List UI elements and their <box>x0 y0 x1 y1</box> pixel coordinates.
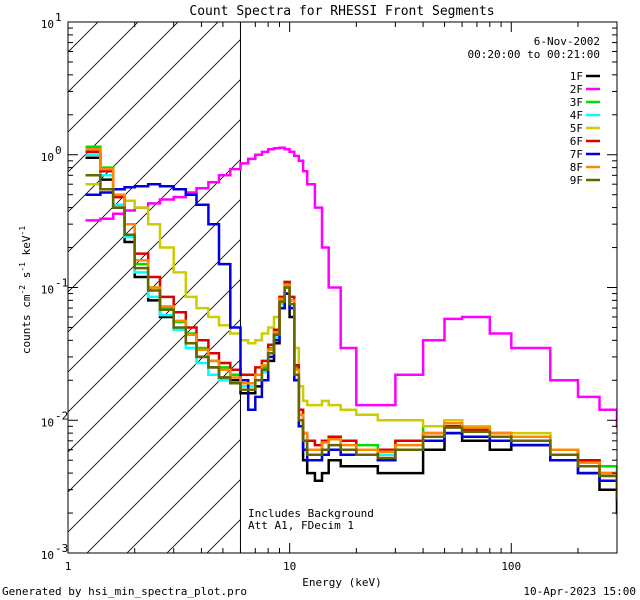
legend-label-7f: 7F <box>570 148 583 161</box>
legend-label-8f: 8F <box>570 161 583 174</box>
generated-by-label: Generated by hsi_min_spectra_plot.pro <box>2 585 247 598</box>
y-tick-label: 10 <box>41 549 54 562</box>
legend-label-6f: 6F <box>570 135 583 148</box>
y-tick-label-exponent: -2 <box>55 409 68 422</box>
series-line-9f <box>85 174 617 500</box>
time-range-label: 00:20:00 to 00:21:00 <box>468 48 600 61</box>
y-tick-label: 10 <box>41 18 54 31</box>
annotation-background: Includes Background <box>248 507 374 520</box>
timestamp-label: 10-Apr-2023 15:00 <box>523 585 636 598</box>
y-tick-label-exponent: 1 <box>55 11 62 24</box>
annotation-attenuator: Att A1, FDecim 1 <box>248 519 354 532</box>
legend-label-3f: 3F <box>570 96 583 109</box>
date-label: 6-Nov-2002 <box>534 35 600 48</box>
legend-label-5f: 5F <box>570 122 583 135</box>
y-axis-label: counts cm-2 s-1 keV-1 <box>18 226 33 354</box>
y-tick-label-exponent: -1 <box>55 277 68 290</box>
x-tick-label: 100 <box>501 560 521 573</box>
chart-title: Count Spectra for RHESSI Front Segments <box>189 4 494 19</box>
y-tick-label: 10 <box>41 284 54 297</box>
x-tick-label: 10 <box>283 560 296 573</box>
series-line-2f <box>85 146 617 428</box>
legend-label-1f: 1F <box>570 70 583 83</box>
y-tick-label-exponent: -3 <box>55 542 68 555</box>
y-tick-label: 10 <box>41 416 54 429</box>
y-tick-label: 10 <box>41 151 54 164</box>
x-axis-label: Energy (keV) <box>302 576 381 589</box>
x-tick-label: 1 <box>65 560 72 573</box>
legend-label-9f: 9F <box>570 174 583 187</box>
legend-label-2f: 2F <box>570 83 583 96</box>
legend-label-4f: 4F <box>570 109 583 122</box>
y-tick-label-exponent: 0 <box>55 144 62 157</box>
